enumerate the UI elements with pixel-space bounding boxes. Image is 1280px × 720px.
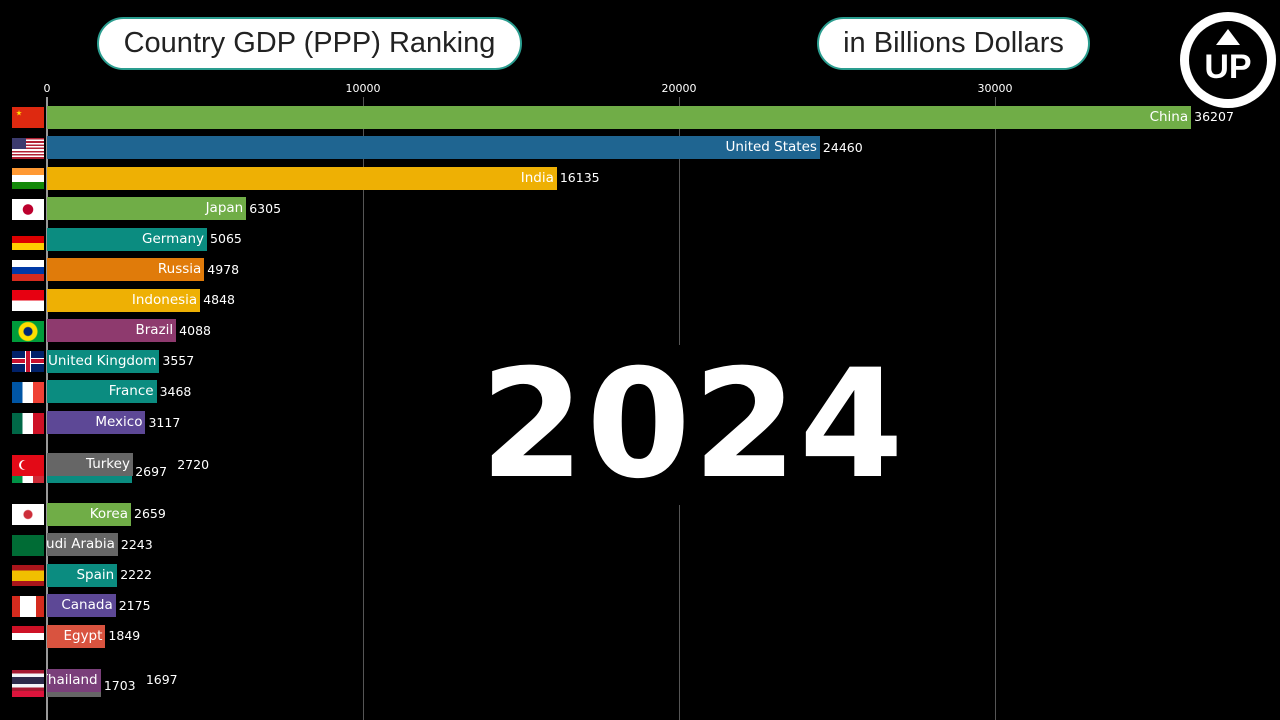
value-label: 1849 [108,628,141,644]
bar: China [47,105,1192,129]
value-label: 4088 [179,322,211,338]
value-label: 2243 [120,536,153,552]
bar-label: Saudi Arabia [47,536,115,553]
bar: Egypt [47,624,106,648]
bar-label: Russia [157,261,202,278]
bar: Turkey [47,453,133,477]
bar: Indonesia [47,288,201,312]
value-label: 2720 [177,456,210,472]
gridline [995,97,996,720]
bar: Russia [47,258,205,282]
saudi-flag-icon [12,534,44,556]
egypt-flag-icon [12,626,44,648]
bar-label: United Kingdom [48,352,157,369]
bar-label: Spain [76,566,115,583]
bar: France [47,380,157,404]
bar: Saudi Arabia [47,533,118,557]
x-tick-label: 20000 [661,82,697,95]
x-tick-label: 30000 [977,82,1013,95]
bar: Germany [47,227,208,251]
bar-label: Turkey [86,456,130,473]
bar: United States [47,136,820,160]
bar-label: Korea [89,505,129,522]
bar: Japan [47,197,247,221]
turkey-flag-icon [12,454,44,476]
year-label: 2024 [480,338,906,512]
bar: India [47,166,557,190]
bar-label: Thailand [47,671,98,688]
korea-flag-icon [12,504,44,526]
thailand-flag-icon [12,670,44,692]
value-label: 2175 [118,597,151,613]
up-arrow-icon [1216,29,1240,45]
gridline [363,97,364,720]
star-icon [16,110,22,116]
bar-label: India [520,169,554,186]
bar-label: Indonesia [131,291,198,308]
chart-title: Country GDP (PPP) Ranking [97,17,522,70]
brazil-flag-icon [12,320,44,342]
spain-flag-icon [12,565,44,587]
canton-icon [12,137,26,149]
bar: Mexico [47,411,146,434]
bar: Korea [47,502,132,526]
bar-label: United States [725,139,817,156]
value-label: 16135 [559,170,600,186]
unit-label: in Billions Dollars [817,17,1090,70]
germany-flag-icon [12,229,44,251]
japan-flag-icon [12,198,44,220]
x-tick-label: 0 [43,82,51,95]
crescent-icon [21,460,31,470]
bar: Brazil [47,319,177,343]
value-label: 36207 [1194,109,1234,124]
bar-label: France [108,383,154,400]
bar-label: Mexico [95,414,143,430]
russia-flag-icon [12,259,44,281]
bar: Canada [47,594,116,618]
bar-label: Germany [141,230,205,247]
bar-label: Egypt [63,627,103,644]
canada-flag-icon [12,595,44,617]
value-label: 1703 [103,677,136,693]
cross-icon [12,351,44,373]
bar: Spain [47,563,118,587]
bar: Thailand [47,668,101,692]
logo-text: UP [1204,48,1252,86]
india-flag-icon [12,168,44,190]
bar: United Kingdom [47,349,160,373]
x-tick-label: 10000 [345,82,381,95]
up-logo: UP [1180,12,1276,108]
mexico-flag-icon [12,412,44,434]
value-label: 6305 [249,200,282,216]
france-flag-icon [12,381,44,403]
value-label: 4848 [203,292,235,308]
bar-label: Canada [61,597,113,614]
value-label: 4978 [207,261,240,277]
value-label: 24460 [822,139,863,155]
value-label: 2697 [135,463,168,479]
value-label: 3557 [162,353,195,369]
value-label: 2659 [134,506,166,522]
y-axis-line [46,97,48,720]
value-label: 3117 [148,414,181,430]
bar-label: Brazil [135,322,174,339]
usa-flag-icon [12,137,44,159]
uk-flag-icon [12,351,44,373]
china-flag-icon [12,107,44,128]
value-label: 2222 [120,567,153,583]
indonesia-flag-icon [12,290,44,312]
bar-label: Japan [205,200,244,217]
value-label: 1697 [145,672,178,688]
value-label: 3468 [159,383,192,399]
bar-label: China [1149,108,1189,125]
value-label: 5065 [210,231,242,247]
